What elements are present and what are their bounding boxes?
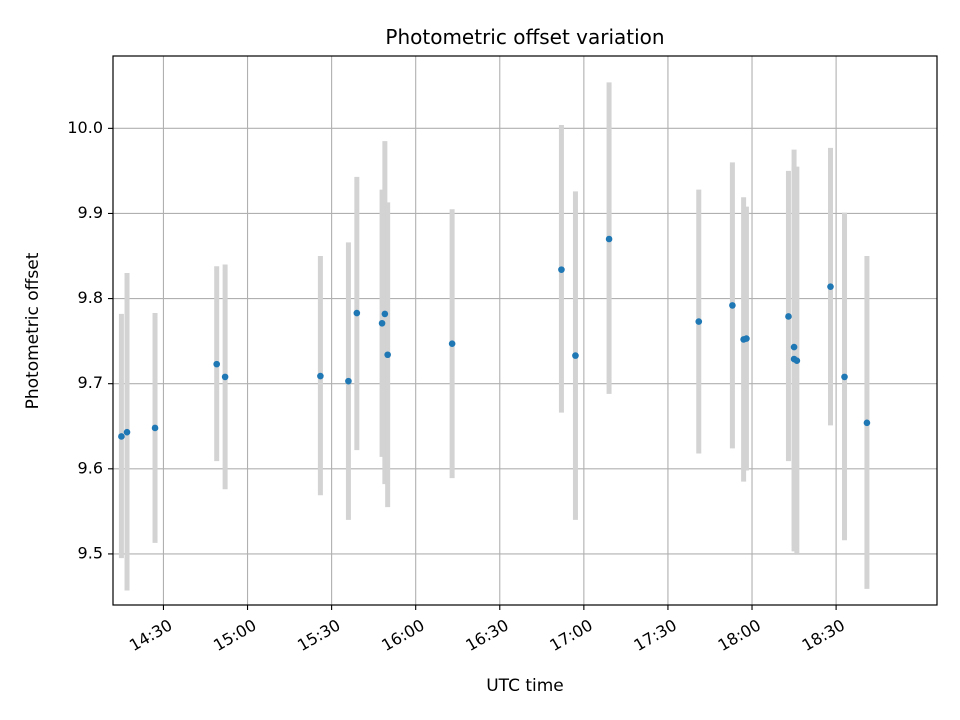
data-point xyxy=(743,335,750,342)
data-point xyxy=(695,318,703,325)
grid xyxy=(113,56,937,605)
y-tick-label: 9.9 xyxy=(78,203,103,222)
data-point xyxy=(123,428,131,436)
y-tick-label: 9.5 xyxy=(78,543,103,562)
data-point xyxy=(353,309,361,317)
data-point xyxy=(572,352,579,359)
y-tick-label: 9.8 xyxy=(78,288,103,307)
x-axis-label: UTC time xyxy=(486,676,564,696)
data-point xyxy=(317,372,324,380)
y-tick-label: 10.0 xyxy=(67,118,103,137)
data-point xyxy=(785,313,792,320)
data-point xyxy=(558,266,565,273)
data-point xyxy=(605,235,613,243)
y-tick-label: 9.7 xyxy=(78,373,103,392)
data-point xyxy=(345,377,352,385)
data-point xyxy=(793,357,801,365)
data-point xyxy=(384,351,391,359)
data-point xyxy=(827,283,834,290)
data-point xyxy=(448,340,456,347)
data-point xyxy=(841,373,848,381)
y-tick-label: 9.6 xyxy=(78,458,103,477)
data-point xyxy=(118,433,125,440)
data-point xyxy=(863,419,871,427)
data-point xyxy=(381,310,389,318)
data-point xyxy=(213,360,221,368)
data-point xyxy=(151,424,159,432)
data-points xyxy=(118,235,871,440)
plot-area-frame xyxy=(112,55,938,606)
chart-title: Photometric offset variation xyxy=(385,25,664,49)
data-point xyxy=(378,319,386,327)
data-point xyxy=(729,302,736,309)
y-axis-label: Photometric offset xyxy=(23,252,43,409)
data-point xyxy=(790,343,798,351)
data-point xyxy=(221,373,229,381)
